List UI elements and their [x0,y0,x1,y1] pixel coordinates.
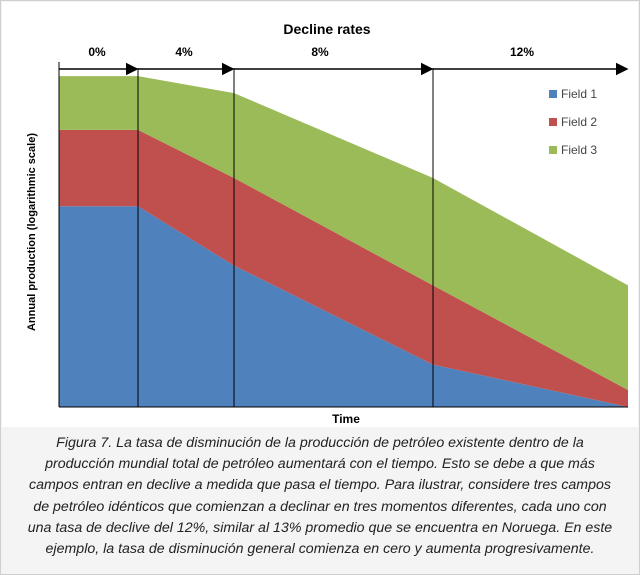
phase-label: 12% [510,45,534,59]
legend-swatch [549,146,557,154]
decline-rates-chart: Decline rates 0% 4% 8% 12% Time Annual prod… [2,2,638,427]
phase-label: 8% [311,45,329,59]
legend-swatch [549,118,557,126]
legend-label: Field 3 [561,143,597,157]
series-area-2 [59,129,628,408]
series-area-3 [59,76,628,391]
legend-swatch [549,90,557,98]
phase-label: 0% [88,45,106,59]
figure-caption: Figura 7. La tasa de disminución de la p… [27,435,613,558]
series-area-1 [59,206,628,407]
phase-label: 4% [175,45,193,59]
chart-title: Decline rates [283,21,370,37]
legend-label: Field 1 [561,87,597,101]
y-axis-label: Annual production (logarithmic scale) [26,133,38,331]
legend-label: Field 2 [561,115,597,129]
x-axis-label: Time [332,412,360,426]
